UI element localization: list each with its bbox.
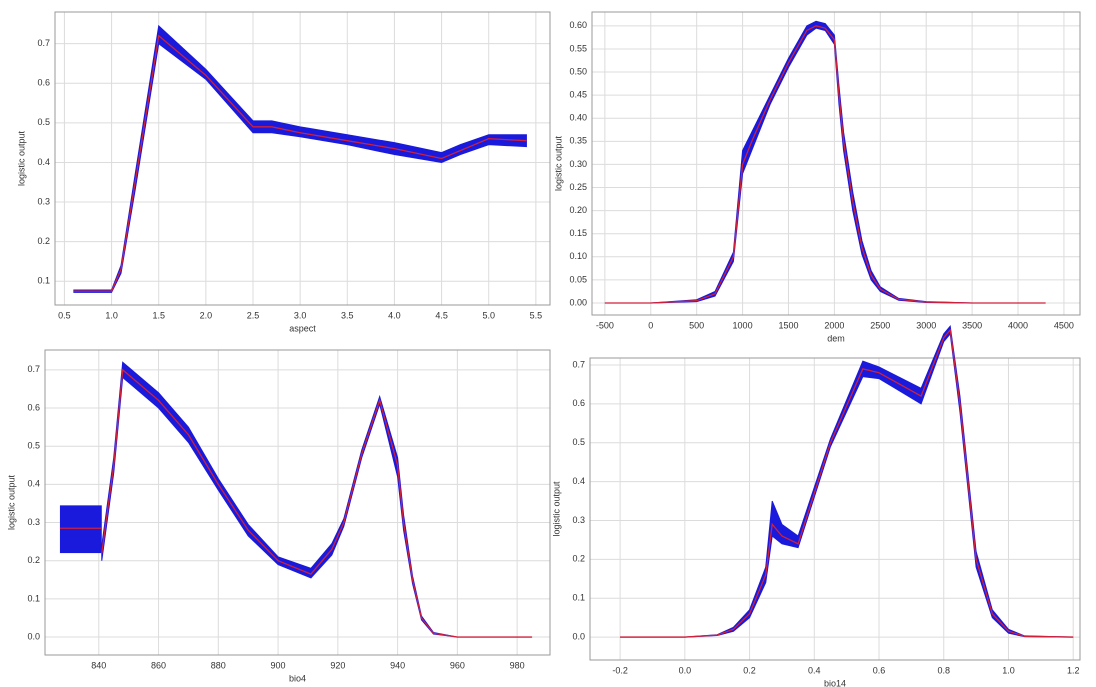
y-axis-label: logistic output bbox=[6, 474, 16, 530]
y-tick-label: 0.7 bbox=[572, 359, 585, 369]
x-axis-label: aspect bbox=[289, 323, 316, 333]
band bbox=[604, 20, 1046, 304]
x-tick-label: 5.0 bbox=[482, 310, 495, 320]
x-axis-label: bio14 bbox=[824, 678, 846, 687]
x-tick-label: 3000 bbox=[916, 320, 936, 330]
x-tick-label: 1000 bbox=[733, 320, 753, 330]
x-tick-label: -500 bbox=[596, 320, 614, 330]
y-tick-label: 0.0 bbox=[27, 631, 40, 641]
x-tick-label: 3500 bbox=[962, 320, 982, 330]
plot-area bbox=[45, 350, 550, 655]
y-tick-label: 0.3 bbox=[37, 196, 50, 206]
plot-area bbox=[590, 358, 1080, 660]
y-tick-label: 0.45 bbox=[569, 90, 587, 100]
y-tick-label: 0.20 bbox=[569, 205, 587, 215]
x-tick-label: 920 bbox=[330, 660, 345, 670]
y-tick-label: 0.4 bbox=[37, 157, 50, 167]
x-axis-label: bio4 bbox=[289, 673, 306, 683]
y-tick-label: 0.5 bbox=[37, 117, 50, 127]
x-tick-label: 0.6 bbox=[873, 665, 886, 675]
y-tick-label: 0.1 bbox=[27, 593, 40, 603]
y-tick-label: 0.3 bbox=[27, 517, 40, 527]
y-tick-label: 0.1 bbox=[572, 593, 585, 603]
x-tick-label: 1500 bbox=[778, 320, 798, 330]
x-tick-label: 980 bbox=[510, 660, 525, 670]
y-tick-label: 0.2 bbox=[37, 236, 50, 246]
x-tick-label: 3.5 bbox=[341, 310, 354, 320]
y-tick-label: 0.6 bbox=[572, 398, 585, 408]
frame bbox=[44, 349, 551, 656]
x-tick-label: 880 bbox=[211, 660, 226, 670]
y-tick-label: 0.6 bbox=[37, 78, 50, 88]
y-tick-label: 0.35 bbox=[569, 136, 587, 146]
y-tick-label: 0.2 bbox=[27, 555, 40, 565]
x-tick-label: 0.2 bbox=[743, 665, 756, 675]
y-tick-label: 0.50 bbox=[569, 66, 587, 76]
x-tick-label: 960 bbox=[450, 660, 465, 670]
y-tick-label: 0.6 bbox=[27, 402, 40, 412]
y-tick-label: 0.0 bbox=[572, 631, 585, 641]
y-tick-label: 0.1 bbox=[37, 276, 50, 286]
band-box bbox=[59, 505, 102, 554]
plot-area bbox=[55, 12, 550, 305]
y-tick-label: 0.25 bbox=[569, 182, 587, 192]
y-tick-label: 0.7 bbox=[37, 38, 50, 48]
y-tick-label: 0.2 bbox=[572, 554, 585, 564]
mean-line bbox=[73, 34, 527, 292]
y-tick-label: 0.05 bbox=[569, 274, 587, 284]
x-tick-label: 1.0 bbox=[1002, 665, 1015, 675]
x-tick-label: 2500 bbox=[870, 320, 890, 330]
x-tick-label: 5.5 bbox=[530, 310, 543, 320]
y-tick-label: 0.60 bbox=[569, 20, 587, 30]
y-tick-label: 0.3 bbox=[572, 515, 585, 525]
x-tick-label: 1.5 bbox=[152, 310, 165, 320]
y-tick-label: 0.15 bbox=[569, 228, 587, 238]
mean-line bbox=[101, 368, 533, 638]
y-tick-label: 0.5 bbox=[27, 441, 40, 451]
y-axis-label: logistic output bbox=[553, 135, 563, 191]
x-tick-label: 1.0 bbox=[105, 310, 118, 320]
x-axis-label: dem bbox=[827, 333, 845, 343]
y-tick-label: 0.00 bbox=[569, 297, 587, 307]
x-tick-label: 2.5 bbox=[247, 310, 260, 320]
frame bbox=[591, 11, 1081, 316]
x-tick-label: 0.8 bbox=[937, 665, 950, 675]
x-tick-label: 2000 bbox=[824, 320, 844, 330]
mean-line bbox=[604, 25, 1046, 304]
x-tick-label: 940 bbox=[390, 660, 405, 670]
y-tick-label: 0.4 bbox=[572, 476, 585, 486]
x-tick-label: 860 bbox=[151, 660, 166, 670]
x-tick-label: 500 bbox=[689, 320, 704, 330]
frame bbox=[589, 357, 1081, 661]
x-tick-label: 2.0 bbox=[200, 310, 213, 320]
x-tick-label: 4000 bbox=[1008, 320, 1028, 330]
y-tick-label: 0.5 bbox=[572, 437, 585, 447]
x-tick-label: 4500 bbox=[1054, 320, 1074, 330]
x-tick-label: 840 bbox=[91, 660, 106, 670]
band bbox=[73, 24, 527, 293]
y-tick-label: 0.10 bbox=[569, 251, 587, 261]
x-tick-label: 3.0 bbox=[294, 310, 307, 320]
y-axis-label: logistic output bbox=[551, 481, 561, 537]
x-tick-label: 900 bbox=[271, 660, 286, 670]
y-tick-label: 0.4 bbox=[27, 479, 40, 489]
y-tick-label: 0.7 bbox=[27, 364, 40, 374]
x-tick-label: 4.0 bbox=[388, 310, 401, 320]
x-tick-label: 4.5 bbox=[435, 310, 448, 320]
x-tick-label: 0 bbox=[648, 320, 653, 330]
x-tick-label: 0.4 bbox=[808, 665, 821, 675]
mean-line bbox=[620, 328, 1074, 638]
x-tick-label: 0.5 bbox=[58, 310, 71, 320]
x-tick-label: 0.0 bbox=[679, 665, 692, 675]
x-tick-label: -0.2 bbox=[612, 665, 628, 675]
frame bbox=[54, 11, 551, 306]
y-axis-label: logistic output bbox=[16, 130, 26, 186]
x-tick-label: 1.2 bbox=[1067, 665, 1080, 675]
y-tick-label: 0.30 bbox=[569, 159, 587, 169]
y-tick-label: 0.40 bbox=[569, 113, 587, 123]
y-tick-label: 0.55 bbox=[569, 43, 587, 53]
